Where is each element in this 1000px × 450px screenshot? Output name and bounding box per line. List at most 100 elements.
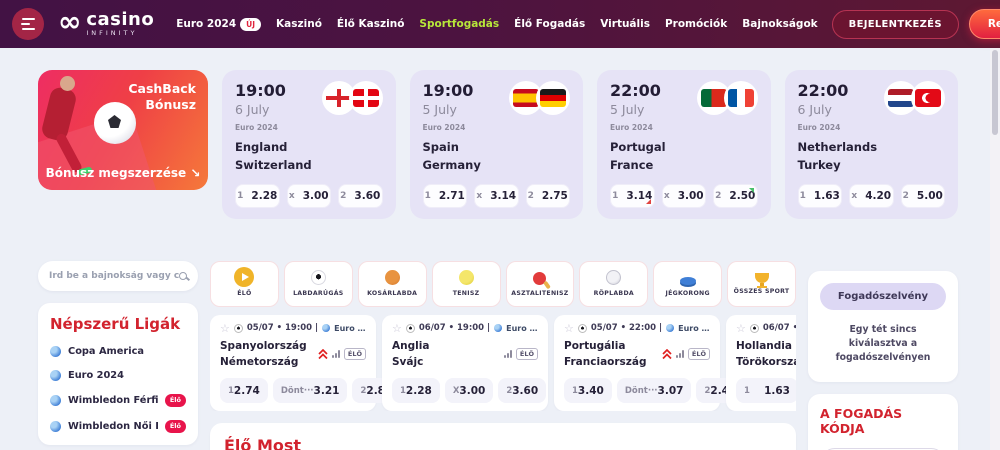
match-date: 6 July [235,102,270,117]
favorite-star-icon[interactable]: ☆ [392,322,402,334]
nav-item-label: Sportfogadás [419,18,500,30]
match-league-label: Euro 2024 [422,123,466,132]
live-badge: ÉLŐ [687,348,710,361]
odds-label: x [476,190,483,201]
odds-label: x [663,190,670,201]
home-team-name: England [235,140,288,154]
sport-tab-asztalitenisz[interactable]: ASZTALITENISZ [505,260,575,307]
odds-button[interactable]: 2 2.50 [713,183,758,208]
featured-match-card[interactable]: 22:00 6 July Euro 2024 Netherlands Turkey 1 1.… [784,70,958,219]
odds-button[interactable]: Dönt··· 3.07 [616,378,692,404]
nav-item-bajnoks-gok[interactable]: Bajnokságok [742,18,817,30]
banner-cta[interactable]: Bónusz megszerzése ↘ [45,166,201,180]
odds-button[interactable]: x 4.20 [849,183,894,208]
sidebar-item-wimbledon-f-rfi-egy-ni[interactable]: Wimbledon Férfi Egyéni Élő [50,393,186,407]
odds-button[interactable]: 2 5.00 [900,183,945,208]
nav-item-l-kaszin[interactable]: Élő Kaszinó [337,18,405,30]
nav-item-euro-2024[interactable]: Euro 2024 ÚJ [176,17,262,31]
volleyball-icon [606,270,622,286]
odds-button[interactable]: Dönt··· 3.21 [272,378,348,404]
match-list-card[interactable]: ☆ 05/07 • 19:00 | Euro 2024 - Nemzetközi Sp… [210,314,401,412]
home-team-name: Hollandia [736,339,792,352]
nav-item-kaszin[interactable]: Kaszinó [276,18,322,30]
odds-value: 3.14 [490,189,517,202]
sport-tab-kos-rlabda[interactable]: KOSÁRLABDA [357,260,427,307]
nav-item-prom-ci-k[interactable]: Promóciók [665,18,727,30]
odds-button[interactable]: 1 3.14 [610,183,655,208]
featured-match-card[interactable]: 22:00 5 July Euro 2024 Portugal France 1 3.14 x… [597,70,771,219]
football-icon [310,270,326,286]
sport-tab-labdar-g-s[interactable]: LABDARÚGÁS [283,260,353,307]
odds-button[interactable]: 1 3.40 [564,378,612,404]
nav-item-virtu-lis[interactable]: Virtuális [600,18,650,30]
favorite-star-icon[interactable]: ☆ [736,322,746,334]
favorite-star-icon[interactable]: ☆ [564,322,574,334]
sport-tab-l[interactable]: ÉLŐ [210,260,279,307]
scrollbar-thumb[interactable] [992,50,998,135]
germany-flag-icon [536,81,570,115]
sport-tab-r-plabda[interactable]: RÖPLABDA [579,260,649,307]
casino-logo[interactable]: ∞ casino INFINITY [58,5,154,38]
odds-value: 2.28 [405,384,432,397]
odds-button[interactable]: 1 1.63 [736,378,796,404]
odds-value: 2.50 [729,189,756,202]
odds-value: 1.63 [764,384,790,397]
sport-tab-tenisz[interactable]: TENISZ [431,260,501,307]
odds-button[interactable]: x 3.00 [661,183,706,208]
top-navbar: ∞ casino INFINITY Euro 2024 ÚJ Kaszinó Élő … [0,0,1000,48]
live-badge: Élő [164,393,186,407]
featured-match-card[interactable]: 19:00 5 July Euro 2024 Spain Germany 1 2.71 x 3.… [409,70,583,219]
live-badge: ÉLŐ [515,348,538,361]
betslip-button[interactable]: Fogadószelvény [820,282,946,310]
table-tennis-icon [533,272,547,286]
sport-tab-j-gkorong[interactable]: JÉGKORONG [653,260,723,307]
match-league-label: Euro 2024 - Nemzetközi [506,323,538,333]
league-search-input[interactable] [49,270,179,281]
sport-tab-sszes-sport[interactable]: ÖSSZES SPORT [727,260,796,307]
match-list-card[interactable]: ☆ 05/07 • 22:00 | Euro 2024 - Nemzetközi Po… [554,314,745,412]
odds-button[interactable]: 1 2.28 [235,183,280,208]
odds-button[interactable]: x 3.00 [286,183,331,208]
featured-match-card[interactable]: 19:00 6 July Euro 2024 England Switzerland 1 2… [222,70,396,219]
home-team-name: Portugal [610,140,666,154]
odds-button[interactable]: 1 2.74 [220,378,268,404]
odds-button[interactable]: 2 3.60 [338,183,383,208]
football-icon [233,323,243,333]
match-list-card[interactable]: ☆06/07 • 2HollandiaTörökország11.63 [726,314,796,412]
sidebar-item-euro-2024[interactable]: Euro 2024 [50,369,186,381]
sidebar-item-wimbledon-n-i-egy-ni[interactable]: Wimbledon Női Egyéni Élő [50,419,186,433]
bet-code-title: A FOGADÁS KÓDJA [820,405,903,436]
odds-button[interactable]: 2 3.60 [498,378,547,404]
odds-button[interactable]: 1 1.63 [797,183,842,208]
odds-button[interactable]: 2 2.75 [525,183,570,208]
cashback-banner[interactable]: CashBack Bónusz Bónusz megszerzése ↘ [38,70,208,190]
trend-up-icon [748,187,754,193]
nav-item-sportfogad-s[interactable]: Sportfogadás [419,18,499,30]
odds-button[interactable]: 1 2.71 [422,183,467,208]
register-button[interactable]: Regisztráció [968,9,1000,39]
sidebar-item-copa-america[interactable]: Copa America [50,345,186,357]
odds-label: 1 [237,190,244,201]
league-search [38,260,198,291]
odds-label: 2 [527,190,534,201]
banner-title: CashBack Bónusz [128,81,196,113]
live-stream-icon [318,348,328,360]
login-button[interactable]: BEJELENTKEZÉS [831,9,959,39]
odds-label: 1 [572,385,578,396]
odds-button[interactable]: x 3.14 [474,183,519,208]
right-sidebar: Fogadószelvény Egy tét sincs kiválasztva… [808,261,958,450]
odds-button[interactable]: 1 2.28 [392,378,440,404]
home-team-name: Anglia [392,339,430,352]
match-list-card[interactable]: ☆ 06/07 • 19:00 | Euro 2024 - Nemzetközi An… [382,314,548,412]
favorite-star-icon[interactable]: ☆ [220,322,230,334]
nav-item-l-fogad-s[interactable]: Élő Fogadás [514,18,585,30]
odds-button[interactable]: X 3.00 [444,378,494,404]
home-team-name: Spain [422,140,459,154]
live-play-icon [234,267,255,288]
france-flag-icon [723,81,758,115]
infinity-logo-icon: ∞ [58,5,82,38]
hamburger-menu-button[interactable] [12,8,44,40]
away-team-name: Svájc [392,356,424,369]
page-scrollbar [990,0,1000,450]
odds-label: 1 [612,190,619,201]
